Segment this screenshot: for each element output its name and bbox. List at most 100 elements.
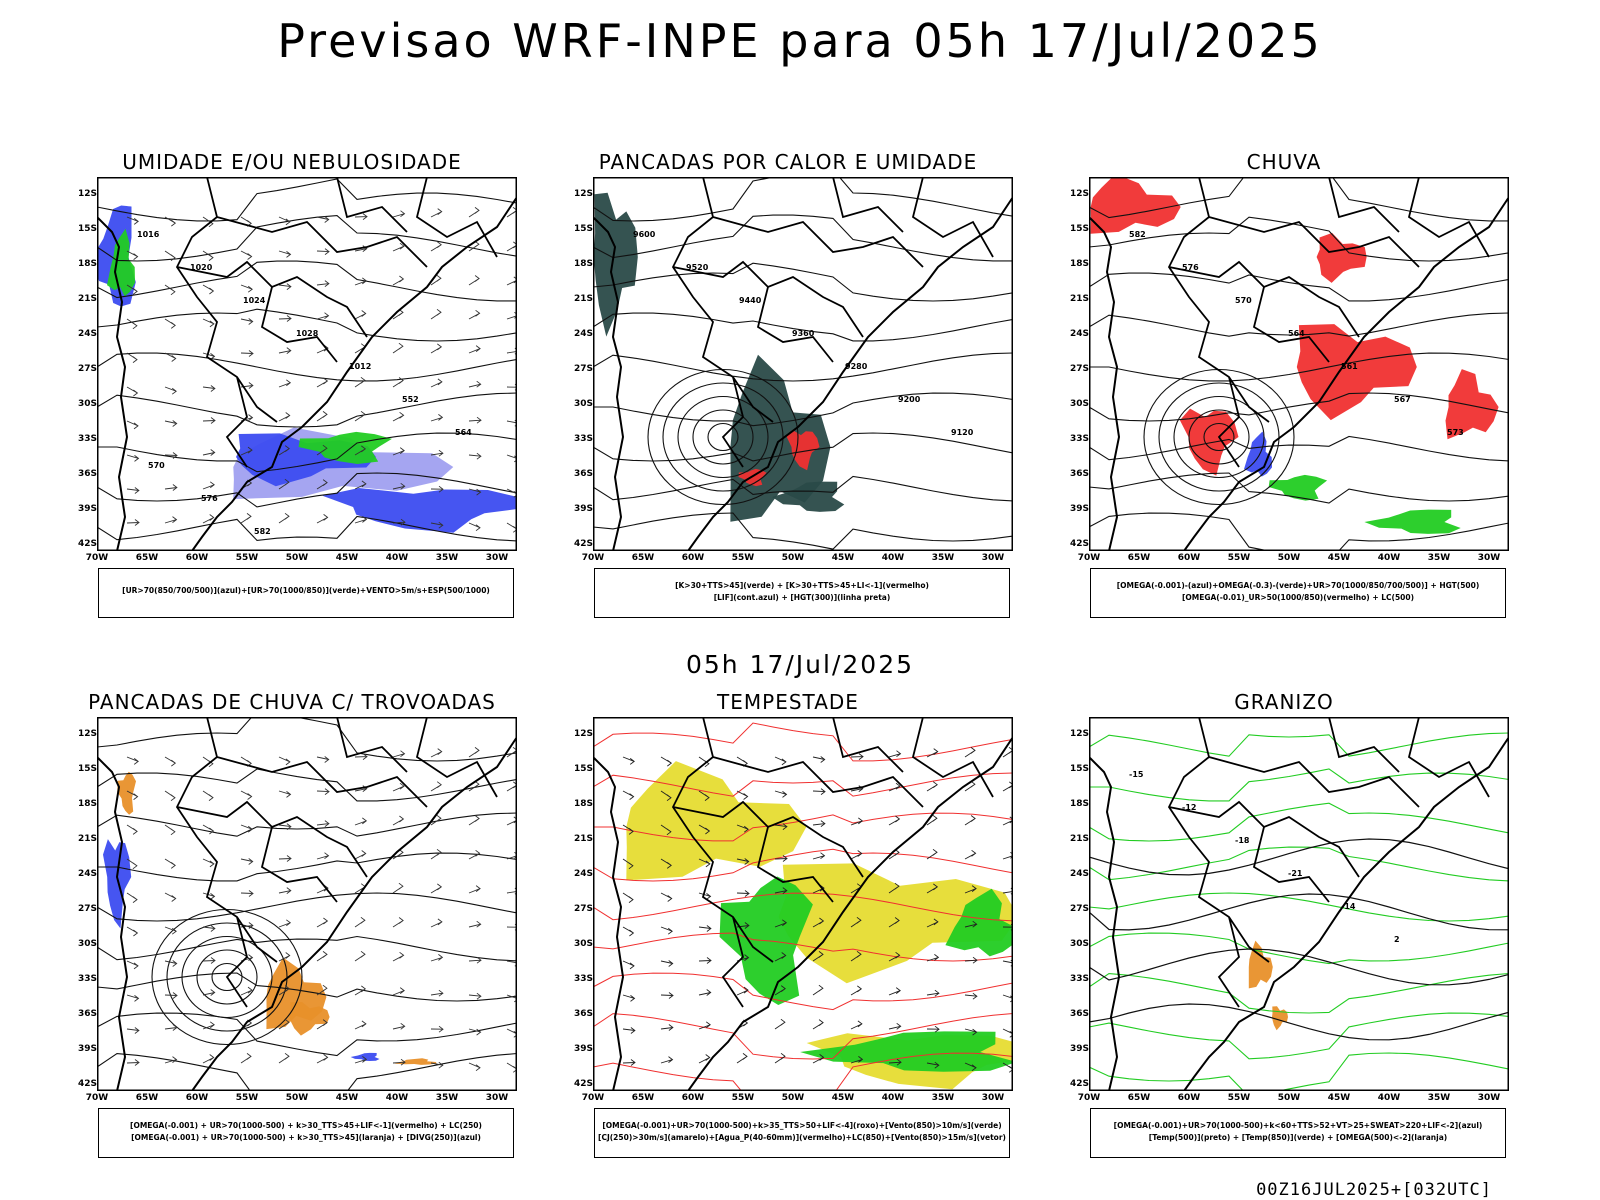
coastline — [593, 736, 1013, 1091]
political-borders — [1167, 177, 1490, 468]
wind-vector — [430, 814, 442, 826]
wind-vector — [660, 960, 674, 967]
wind-vector — [430, 1061, 444, 1069]
wind-vector — [392, 917, 404, 928]
latitude-label: 39S — [573, 1044, 593, 1054]
wind-vector — [430, 449, 444, 457]
contour-label: 576 — [201, 494, 218, 503]
legend-line: [UR>70(850/700/500)](azul)+[UR>70(1000/8… — [122, 586, 490, 595]
latitude-label: 36S — [573, 469, 593, 479]
longitude-label: 30W — [485, 1093, 509, 1103]
wind-vector — [430, 781, 442, 792]
latitude-label: 27S — [573, 904, 593, 914]
wind-vector — [926, 848, 938, 860]
shaded-area — [298, 431, 392, 464]
wind-vector — [888, 1022, 902, 1030]
longitude-label: 35W — [931, 1093, 955, 1103]
map-panel: CHUVA 582 576 570 564 561 567 573 12S 15S 18S 21S 24… — [1064, 150, 1509, 630]
wind-vector — [430, 208, 443, 218]
wind-vector — [278, 919, 292, 928]
forecast-map: 12S 15S 18S 21S 24S 27S 30S 33S 36S 39S 42S 70W 65W 6… — [78, 717, 517, 1103]
latitude-label: 15S — [1069, 764, 1089, 774]
wind-vector — [164, 756, 177, 767]
wind-vector — [126, 318, 138, 330]
wind-vector — [354, 376, 366, 388]
wind-vector — [202, 385, 216, 392]
wind-vector — [278, 445, 290, 456]
wind-vector — [316, 411, 328, 422]
latitude-label: 27S — [1069, 904, 1089, 914]
wind-vector — [468, 885, 481, 894]
contour-line — [97, 717, 517, 762]
wind-vector — [468, 522, 481, 532]
legend-line: [CJ(250)>30m/s](amarelo)+[Agua_P(40-60mm… — [598, 1133, 1006, 1142]
wind-vector — [354, 1056, 368, 1064]
contour-label: 1012 — [349, 362, 371, 371]
longitude-label: 50W — [781, 1093, 805, 1103]
wind-vector — [392, 210, 406, 218]
wind-vector — [164, 386, 177, 395]
contour-line — [97, 935, 517, 962]
wind-vector — [698, 989, 712, 996]
wind-vector — [164, 1024, 178, 1031]
wind-vector — [926, 989, 940, 997]
map-canvas: 582 576 570 564 561 567 573 — [1089, 177, 1509, 551]
longitude-label: 30W — [485, 553, 509, 563]
wind-vector — [202, 250, 214, 261]
longitude-label: 55W — [235, 553, 259, 563]
shaded-area — [1296, 324, 1417, 421]
contour-label: 1016 — [137, 230, 160, 239]
wind-vector — [698, 790, 710, 801]
contour-line — [1089, 216, 1509, 262]
wind-vector — [392, 815, 405, 826]
longitude-label: 60W — [185, 1093, 209, 1103]
forecast-time-label: 05h 17/Jul/2025 — [685, 650, 915, 679]
wind-vector — [278, 315, 292, 322]
latitude-label: 18S — [573, 799, 593, 809]
wind-vector — [888, 815, 901, 826]
political-borders — [671, 717, 994, 1008]
latitude-label: 39S — [77, 504, 97, 514]
latitude-label: 39S — [77, 1044, 97, 1054]
wind-vector — [622, 960, 635, 970]
wind-vector — [622, 858, 634, 870]
longitude-label: 30W — [981, 1093, 1005, 1103]
longitude-label: 65W — [631, 553, 655, 563]
latitude-label: 42S — [77, 539, 97, 549]
latitude-label: 21S — [573, 834, 593, 844]
coastline — [97, 196, 517, 551]
latitude-label: 33S — [1069, 974, 1089, 984]
wind-vector — [202, 790, 214, 801]
longitude-label: 45W — [335, 553, 359, 563]
longitude-label: 50W — [781, 553, 805, 563]
shaded-area — [1248, 940, 1273, 989]
contour-line — [1089, 1012, 1509, 1060]
contour-line — [593, 352, 1013, 382]
longitude-label: 35W — [931, 553, 955, 563]
map-panel: UMIDADE E/OU NEBULOSIDADE 1016 1020 1024 102… — [72, 150, 517, 630]
longitude-label: 65W — [135, 1093, 159, 1103]
latitude-label: 42S — [1069, 539, 1089, 549]
wind-vector — [622, 994, 636, 1002]
political-borders — [175, 177, 498, 468]
shaded-area — [1364, 509, 1461, 534]
wind-vector — [736, 1053, 748, 1064]
contour-label: 567 — [1394, 395, 1411, 404]
contour-line — [1089, 802, 1509, 842]
wind-vector — [698, 957, 712, 964]
contour-line — [593, 214, 1013, 262]
shaded-area — [772, 481, 845, 512]
wind-vector — [278, 1018, 290, 1030]
latitude-label: 18S — [573, 259, 593, 269]
wind-vector — [278, 985, 290, 996]
contour-line — [593, 812, 1013, 842]
wind-vector — [164, 892, 177, 902]
wind-vector — [392, 242, 405, 252]
contour-line — [593, 312, 1013, 342]
wind-vector — [926, 748, 939, 758]
panel-legend: [OMEGA(-0.001) + UR>70(1000-500) + k>30_… — [98, 1108, 514, 1158]
latitude-label: 12S — [77, 729, 97, 739]
latitude-label: 24S — [1069, 869, 1089, 879]
wind-vector — [354, 277, 368, 286]
longitude-label: 45W — [831, 553, 855, 563]
